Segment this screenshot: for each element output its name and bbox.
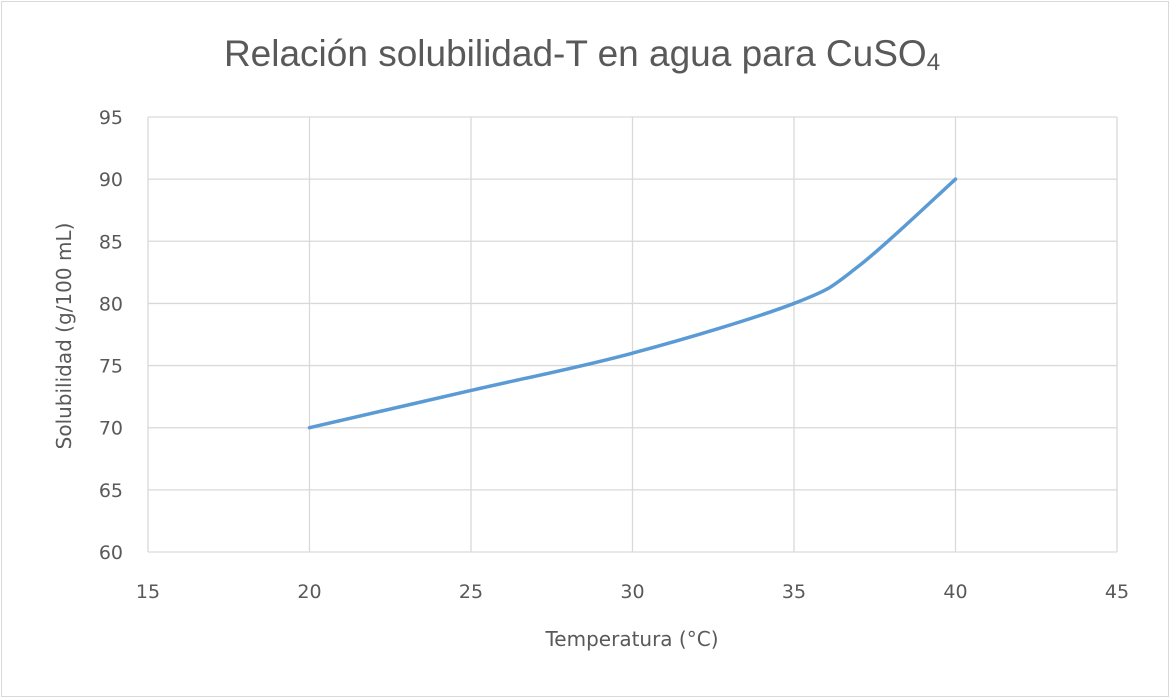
y-axis-label: Solubilidad (g/100 mL) <box>52 223 76 450</box>
y-tick-label: 60 <box>99 542 123 564</box>
gridlines <box>147 116 1118 553</box>
y-tick-label: 75 <box>99 356 123 378</box>
x-tick-label: 20 <box>297 581 321 603</box>
x-tick-labels: 15 20 25 30 35 40 45 <box>136 581 1129 603</box>
x-tick-label: 30 <box>620 581 644 603</box>
x-axis-label: Temperatura (°C) <box>544 627 718 651</box>
x-tick-label: 35 <box>782 581 806 603</box>
chart-title-subscript: 4 <box>927 49 940 76</box>
y-tick-label: 80 <box>99 293 123 315</box>
series-group <box>307 177 958 430</box>
x-tick-label: 40 <box>943 581 967 603</box>
x-tick-label: 25 <box>459 581 483 603</box>
y-tick-label: 90 <box>99 169 123 191</box>
y-tick-label: 85 <box>99 231 123 253</box>
y-tick-labels: 60 65 70 75 80 85 90 95 <box>99 107 123 564</box>
x-tick-label: 15 <box>136 581 160 603</box>
chart-title: Relación solubilidad-T en agua para CuSO… <box>224 33 940 76</box>
y-tick-label: 95 <box>99 107 123 129</box>
x-tick-label: 45 <box>1105 581 1129 603</box>
y-tick-label: 70 <box>99 418 123 440</box>
y-tick-label: 65 <box>99 480 123 502</box>
series-line <box>307 177 958 430</box>
